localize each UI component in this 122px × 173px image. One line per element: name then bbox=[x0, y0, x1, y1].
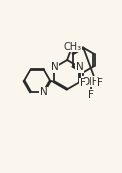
Text: O: O bbox=[81, 77, 90, 87]
Text: N: N bbox=[40, 87, 48, 97]
Text: NH: NH bbox=[84, 77, 100, 87]
Text: N: N bbox=[76, 62, 84, 72]
Text: F: F bbox=[80, 78, 86, 88]
Text: N: N bbox=[51, 62, 58, 72]
Text: F: F bbox=[88, 90, 94, 100]
Text: F: F bbox=[97, 78, 102, 88]
Text: CH₃: CH₃ bbox=[63, 42, 82, 52]
